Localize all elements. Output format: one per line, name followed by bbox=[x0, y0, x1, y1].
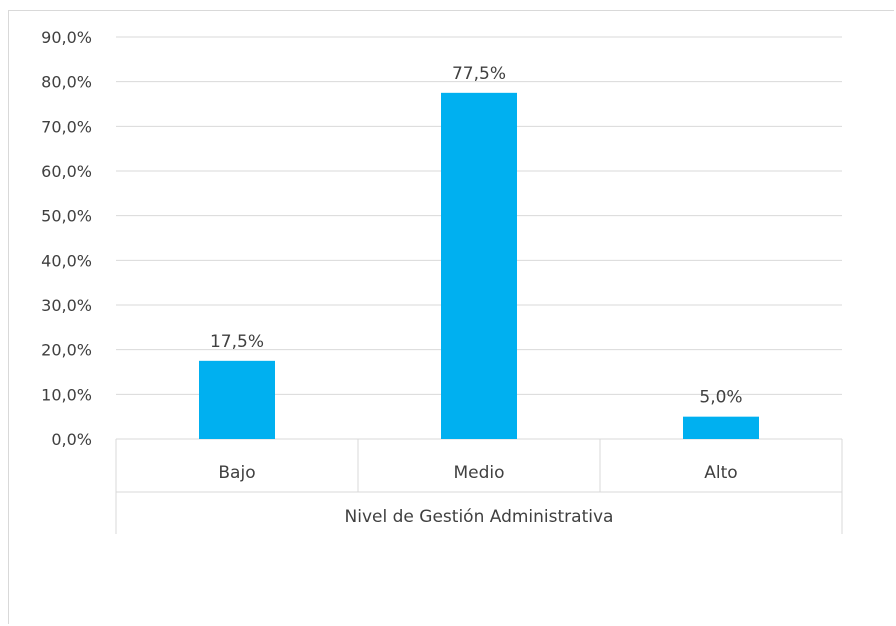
data-label: 5,0% bbox=[699, 388, 742, 408]
y-tick-label: 10,0% bbox=[41, 385, 92, 404]
data-label: 17,5% bbox=[210, 332, 264, 352]
y-tick-label: 90,0% bbox=[41, 28, 92, 47]
x-tick-label: Alto bbox=[704, 463, 737, 483]
y-tick-label: 80,0% bbox=[41, 73, 92, 92]
data-label: 77,5% bbox=[452, 64, 506, 84]
y-tick-label: 20,0% bbox=[41, 341, 92, 360]
bar bbox=[683, 416, 759, 439]
bar bbox=[441, 92, 517, 439]
bar bbox=[199, 360, 275, 439]
x-tick-label: Bajo bbox=[218, 463, 255, 483]
y-tick-label: 50,0% bbox=[41, 207, 92, 226]
chart-area bbox=[8, 10, 894, 624]
y-tick-label: 40,0% bbox=[41, 251, 92, 270]
x-tick-label: Medio bbox=[453, 463, 504, 483]
y-tick-label: 70,0% bbox=[41, 117, 92, 136]
x-axis-title: Nivel de Gestión Administrativa bbox=[345, 507, 614, 527]
y-tick-label: 30,0% bbox=[41, 296, 92, 315]
y-tick-label: 60,0% bbox=[41, 162, 92, 181]
y-tick-label: 0,0% bbox=[51, 430, 92, 449]
